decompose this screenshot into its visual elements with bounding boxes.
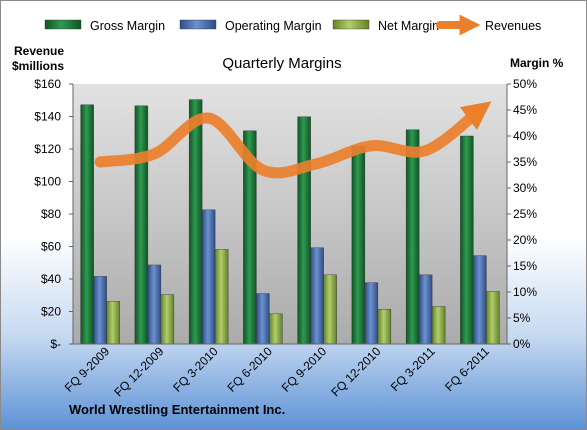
- bar-net-margin-4: [323, 274, 337, 345]
- y-left-tick-label: $80: [41, 207, 61, 221]
- legend-label-gross-margin: Gross Margin: [90, 19, 165, 33]
- chart-title: Quarterly Margins: [222, 55, 341, 72]
- footer-company-name: World Wrestling Entertainment Inc.: [69, 402, 285, 417]
- y-left-tick-label: $20: [41, 305, 61, 319]
- legend-swatch-gross-margin: [44, 19, 82, 30]
- y-right-tick-label: 5%: [513, 311, 531, 325]
- y-right-tick-label: 25%: [513, 207, 537, 221]
- y-left-tick-label: $40: [41, 272, 61, 286]
- bar-net-margin-2: [214, 249, 229, 345]
- revenue-line-group: [94, 101, 492, 179]
- y-left-tick-label: $120: [34, 142, 61, 156]
- bar-gross-margin-2: [188, 99, 203, 345]
- bar-operating-margin-4: [310, 247, 324, 345]
- bar-operating-margin-3: [256, 293, 270, 345]
- y-right-ticks: 0% 5% 10% 15% 20% 25% 30% 35% 40% 45% 50%: [507, 77, 537, 351]
- y-left-tick-label: $160: [34, 77, 61, 91]
- y-right-tick-label: 10%: [513, 285, 537, 299]
- bar-gross-margin-6: [405, 129, 420, 345]
- y-right-tick-label: 35%: [513, 155, 537, 169]
- bar-net-margin-5: [377, 308, 392, 345]
- legend: Gross Margin Operating Margin Net Margin Re…: [44, 14, 541, 36]
- y-right-tick-label: 40%: [513, 129, 537, 143]
- y-left-title-line1: Revenue: [14, 44, 64, 58]
- y-left-tick-label: $-: [50, 337, 61, 351]
- bar-gross-margin-0: [80, 104, 94, 345]
- bar-net-margin-0: [106, 301, 120, 345]
- bar-net-margin-3: [269, 313, 283, 345]
- y-left-tick-label: $100: [34, 175, 61, 189]
- y-left-tick-label: $140: [34, 110, 61, 124]
- bar-operating-margin-0: [93, 276, 107, 345]
- revenues-line: [94, 101, 492, 179]
- bar-operating-margin-5: [364, 282, 379, 345]
- y-left-ticks: $- $20 $40 $60 $80 $100 $120 $140 $160: [34, 77, 73, 351]
- bar-operating-margin-6: [418, 274, 433, 345]
- y-left-title-line2: $millions: [12, 59, 64, 73]
- y-right-tick-label: 45%: [513, 103, 537, 117]
- y-right-tick-label: 30%: [513, 181, 537, 195]
- bar-net-margin-6: [431, 306, 446, 345]
- y-right-tick-label: 20%: [513, 233, 537, 247]
- bar-net-margin-7: [486, 291, 500, 345]
- bar-operating-margin-2: [201, 209, 216, 345]
- bar-net-margin-1: [160, 294, 175, 345]
- legend-swatch-operating-margin: [179, 19, 217, 30]
- bar-operating-margin-1: [147, 264, 162, 345]
- bar-gross-margin-1: [134, 105, 149, 345]
- legend-label-revenues: Revenues: [485, 19, 541, 33]
- bar-operating-margin-7: [473, 255, 487, 345]
- y-left-tick-label: $60: [41, 240, 61, 254]
- y-right-tick-label: 0%: [513, 337, 531, 351]
- y-right-tick-label: 50%: [513, 77, 537, 91]
- bar-gross-margin-5: [351, 146, 366, 345]
- bar-gross-margin-4: [297, 116, 311, 345]
- bar-gross-margin-7: [460, 135, 474, 345]
- y-right-tick-label: 15%: [513, 259, 537, 273]
- legend-label-net-margin: Net Margin: [378, 19, 439, 33]
- legend-label-operating-margin: Operating Margin: [225, 19, 322, 33]
- y-right-title: Margin %: [510, 56, 564, 70]
- legend-swatch-net-margin: [332, 19, 370, 30]
